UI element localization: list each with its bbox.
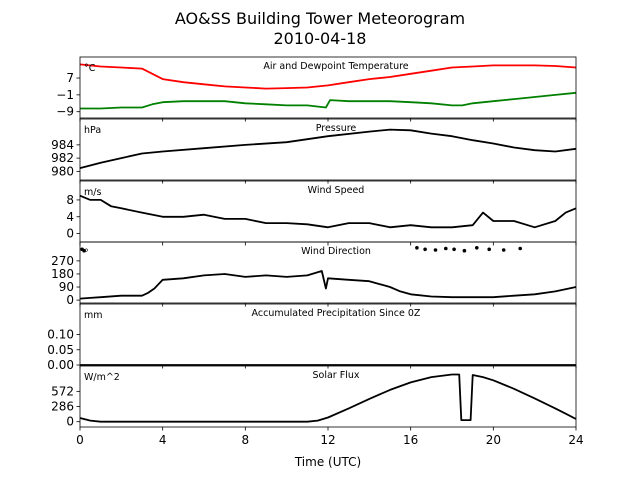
panel-label: Air and Dewpoint Temperature [263, 61, 408, 72]
y-tick-label: 7 [66, 71, 74, 85]
y-tick-label: −1 [56, 88, 74, 102]
y-tick-label: 0 [66, 415, 74, 429]
x-tick-label: 20 [486, 433, 501, 447]
pressure-series-0-line [79, 128, 577, 169]
x-tick-label: 16 [403, 433, 418, 447]
y-tick-label: 984 [51, 138, 74, 152]
wind-direction-series-1-point [433, 248, 438, 252]
wind-direction-series-0-line [79, 270, 577, 300]
x-tick-label: 0 [76, 433, 84, 447]
panel-label: Solar Flux [313, 370, 360, 381]
y-tick-label: 0 [66, 227, 74, 241]
temperature-series-0-line [79, 63, 577, 90]
x-tick-label: 8 [242, 433, 250, 447]
wind-direction-series-1-point [475, 246, 479, 250]
y-tick-label: 0.05 [47, 343, 74, 357]
panel-unit: hPa [84, 125, 101, 136]
x-tick-label: 24 [568, 433, 583, 447]
wind-direction-series-1-point [415, 246, 419, 250]
wind-direction-series-1-point [518, 246, 522, 251]
panel-temperature: 7 −1 −9 °C Air and Dewpoint Temperature [56, 56, 577, 122]
chart-subtitle: 2010-04-18 [274, 29, 367, 48]
y-tick-label: 270 [51, 254, 74, 268]
panels: 7−1−9°C Air and Dewpoint Temperature98498… [47, 56, 577, 431]
x-axis-label: Time (UTC) [294, 455, 361, 469]
wind-direction-series-1-point [452, 247, 456, 252]
y-tick-label: 0 [66, 293, 74, 307]
panel-label: Wind Speed [308, 185, 365, 196]
x-tick-label: 4 [159, 433, 167, 447]
wind-direction-series-1-point [487, 247, 492, 252]
panel-label: Wind Direction [301, 246, 371, 257]
y-tick-label: 8 [66, 193, 74, 207]
x-axis: 0 4 8 12 16 20 24 [76, 433, 583, 447]
y-tick-label: 4 [66, 210, 74, 224]
panel-unit: ° [84, 248, 89, 259]
panel-label: Pressure [316, 123, 357, 134]
wind-direction-series-1-point [462, 248, 467, 253]
y-tick-label: 980 [51, 164, 74, 178]
y-tick-label: 982 [51, 151, 74, 165]
y-tick-label: 180 [51, 267, 74, 281]
wind-speed-series-0-line [79, 194, 577, 229]
y-tick-label: 0.00 [47, 358, 74, 372]
panel-precipitation: 0.100.050.00 mm Accumulated Precipitation … [47, 303, 577, 372]
solar-flux-series-0-line [79, 373, 577, 423]
y-tick-label: 286 [51, 400, 74, 414]
panel-unit: mm [84, 310, 103, 321]
panel-label: Accumulated Precipitation Since 0Z [252, 308, 421, 319]
panel-unit: °C [84, 63, 96, 74]
wind-direction-series-1-point [423, 247, 427, 252]
panel-wind-speed: 8 4 0 m/s Wind Speed [66, 180, 577, 246]
x-tick-label: 12 [320, 433, 335, 447]
panel-unit: W/m^2 [84, 372, 120, 383]
y-tick-label: 90 [59, 280, 74, 294]
wind-direction-series-1-point [82, 248, 86, 253]
chart-title: AO&SS Building Tower Meteorogram [175, 9, 465, 28]
y-tick-label: 0.10 [47, 328, 74, 342]
temperature-series-1-line [80, 91, 577, 110]
y-tick-label: −9 [56, 105, 74, 119]
y-tick-label: 572 [51, 384, 74, 398]
panel-unit: m/s [84, 187, 101, 198]
wind-direction-series-1-point [444, 246, 448, 251]
wind-direction-series-1-point [501, 248, 506, 252]
